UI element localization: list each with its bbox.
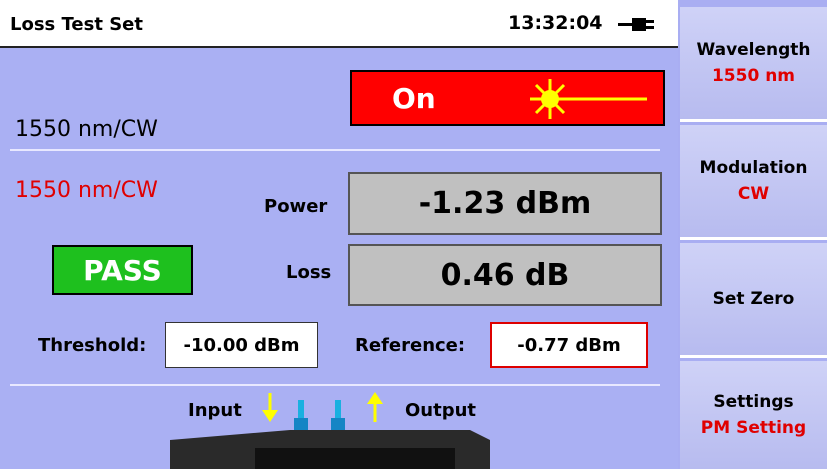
clock: 13:32:04 — [508, 12, 603, 34]
modulation-button[interactable]: Modulation CW — [680, 125, 827, 240]
settings-button[interactable]: Settings PM Setting — [680, 361, 827, 469]
menu-label: Settings — [713, 392, 794, 412]
wavelength-button[interactable]: Wavelength 1550 nm — [680, 7, 827, 122]
menu-label: Wavelength — [696, 40, 811, 60]
title: Loss Test Set — [10, 14, 143, 35]
input-label: Input — [188, 400, 242, 421]
threshold-label: Threshold: — [38, 335, 147, 356]
power-label: Power — [264, 196, 328, 217]
main-panel: Loss Test Set 13:32:04 1550 nm/CW On 155… — [0, 0, 678, 469]
meter-wavelength: 1550 nm/CW — [15, 178, 158, 203]
menu-value: 1550 nm — [711, 66, 796, 86]
loss-label: Loss — [286, 262, 332, 283]
reference-value: -0.77 dBm — [490, 322, 648, 368]
menu-label: Set Zero — [712, 289, 795, 309]
menu-value: PM Setting — [700, 418, 807, 438]
menu-label: Modulation — [699, 158, 808, 178]
reference-label: Reference: — [355, 335, 466, 356]
divider — [10, 384, 660, 386]
pass-status: PASS — [52, 245, 193, 295]
menu-value: CW — [737, 184, 770, 204]
source-toggle[interactable]: On — [350, 70, 665, 126]
divider — [10, 149, 660, 151]
set-zero-button[interactable]: Set Zero — [680, 243, 827, 358]
laser-icon — [530, 79, 647, 119]
source-wavelength: 1550 nm/CW — [15, 117, 158, 142]
device-illustration — [170, 392, 490, 469]
power-value: -1.23 dBm — [348, 172, 662, 235]
title-bar: Loss Test Set 13:32:04 — [0, 0, 678, 48]
source-state: On — [392, 81, 436, 115]
threshold-value[interactable]: -10.00 dBm — [165, 322, 318, 368]
power-icon — [618, 18, 654, 31]
output-label: Output — [405, 400, 477, 421]
loss-value: 0.46 dB — [348, 244, 662, 306]
